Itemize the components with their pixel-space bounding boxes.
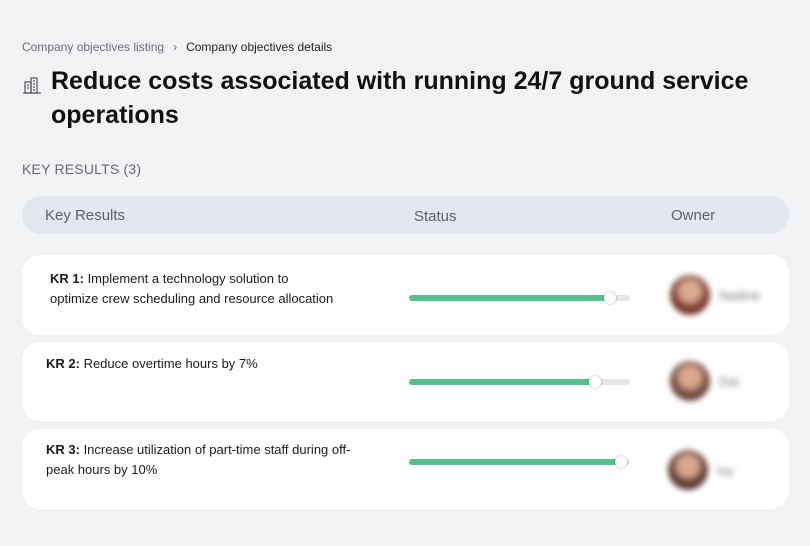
- progress-bar: [409, 292, 630, 304]
- progress-handle[interactable]: [604, 292, 617, 304]
- owner[interactable]: Ivy: [668, 450, 734, 490]
- breadcrumb-link-objectives-listing[interactable]: Company objectives listing: [22, 40, 165, 54]
- progress-bar: [409, 376, 630, 388]
- key-result-id: KR 3:: [46, 442, 80, 457]
- key-results-section-label: KEY RESULTS (3): [22, 161, 142, 177]
- owner[interactable]: Dai: [670, 361, 739, 401]
- owner-name: Dai: [719, 373, 739, 389]
- avatar: [668, 450, 708, 490]
- owner-name: Nadine: [719, 287, 761, 303]
- avatar: [670, 275, 710, 315]
- progress-fill: [409, 379, 595, 385]
- building-icon: [22, 75, 42, 95]
- progress-handle[interactable]: [615, 456, 628, 468]
- key-result-text: KR 2: Reduce overtime hours by 7%: [46, 354, 346, 374]
- column-header-owner: Owner: [671, 207, 716, 224]
- key-result-row[interactable]: KR 1: Implement a technology solution to…: [22, 255, 789, 335]
- progress-fill: [409, 459, 622, 465]
- progress-bar: [409, 456, 630, 468]
- key-result-description: Increase utilization of part-time staff …: [46, 442, 351, 477]
- key-result-description: Reduce overtime hours by 7%: [79, 356, 258, 371]
- key-result-description: Implement a technology solution to optim…: [50, 271, 334, 306]
- chevron-right-icon: ›: [173, 40, 178, 54]
- progress-fill: [409, 295, 611, 301]
- page-title: Reduce costs associated with running 24/…: [51, 67, 749, 129]
- key-result-row[interactable]: KR 2: Reduce overtime hours by 7% Dai: [22, 342, 789, 421]
- breadcrumb-current: Company objectives details: [186, 40, 333, 54]
- owner-name: Ivy: [717, 462, 734, 478]
- column-header-status: Status: [414, 208, 457, 225]
- key-result-id: KR 1:: [50, 271, 84, 286]
- breadcrumb: Company objectives listing › Company obj…: [22, 40, 332, 54]
- key-result-text: KR 3: Increase utilization of part-time …: [46, 440, 376, 480]
- progress-handle[interactable]: [588, 376, 601, 388]
- key-result-text: KR 1: Implement a technology solution to…: [50, 269, 340, 309]
- column-header-key-results: Key Results: [45, 207, 126, 224]
- title-row: Reduce costs associated with running 24/…: [22, 64, 782, 132]
- key-result-id: KR 2:: [46, 356, 80, 371]
- avatar: [670, 361, 710, 401]
- table-header: Key Results Status Owner: [22, 196, 789, 234]
- key-result-row[interactable]: KR 3: Increase utilization of part-time …: [22, 429, 789, 509]
- owner[interactable]: Nadine: [670, 275, 760, 315]
